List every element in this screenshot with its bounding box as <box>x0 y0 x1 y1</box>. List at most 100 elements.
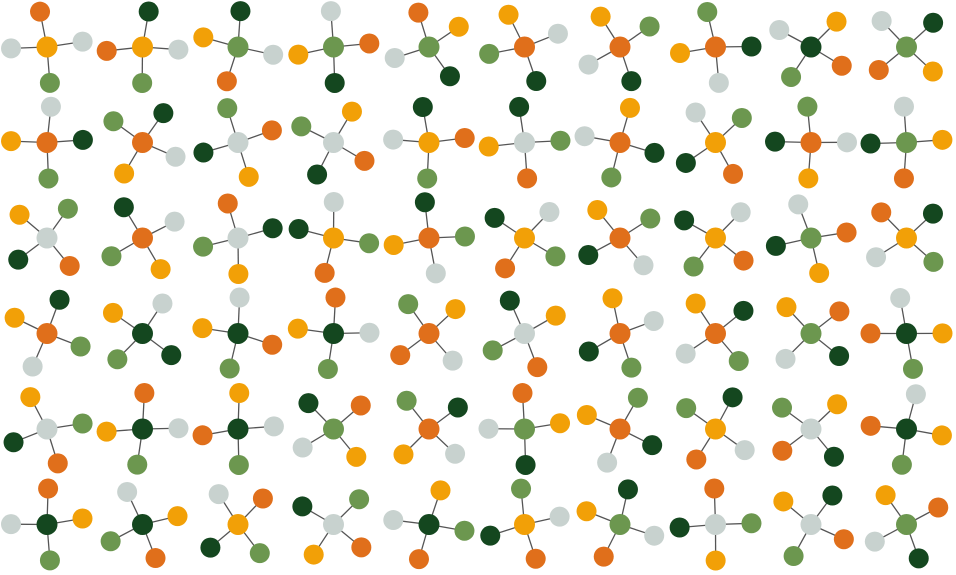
molecule <box>773 485 854 567</box>
atom-gray <box>263 416 284 437</box>
atom-yellow <box>114 163 135 184</box>
molecule <box>287 287 380 380</box>
molecule <box>192 287 283 379</box>
atom-lightGreen <box>783 546 804 567</box>
center-atom-lightGreen <box>800 323 822 344</box>
atom-yellow <box>9 204 30 225</box>
atom-gray <box>208 484 229 505</box>
molecule <box>676 387 755 470</box>
center-atom-darkGreen <box>896 418 917 440</box>
molecule <box>864 485 949 569</box>
atom-yellow <box>229 383 250 404</box>
atom-lightGreen <box>454 520 475 541</box>
atom-lightGreen <box>417 168 438 189</box>
molecule <box>192 383 284 475</box>
atom-darkGreen <box>113 197 134 218</box>
atom-yellow <box>576 405 597 426</box>
atom-darkGreen <box>923 12 944 33</box>
atom-orange <box>723 163 744 184</box>
center-atom-lightGreen <box>896 36 917 58</box>
atom-yellow <box>192 318 213 339</box>
atom-gray <box>229 287 250 308</box>
center-atom-yellow <box>896 227 917 249</box>
atom-lightGreen <box>902 358 923 379</box>
center-atom-orange <box>36 323 58 344</box>
center-atom-orange <box>132 132 153 153</box>
molecule <box>769 11 852 87</box>
atom-lightGreen <box>639 16 660 37</box>
atom-orange <box>517 168 538 189</box>
atom-darkGreen <box>298 393 319 414</box>
atom-gray <box>643 310 664 331</box>
atom-darkGreen <box>642 435 663 456</box>
atom-lightGreen <box>772 397 793 418</box>
molecule <box>393 390 468 465</box>
atom-yellow <box>809 263 830 284</box>
atom-gray <box>445 443 466 464</box>
atom-gray <box>165 146 186 167</box>
molecule <box>670 1 762 93</box>
atom-gray <box>383 129 404 150</box>
atom-gray <box>323 192 344 213</box>
atom-darkGreen <box>644 142 665 163</box>
atom-yellow <box>576 501 597 522</box>
molecule <box>669 478 762 571</box>
atom-darkGreen <box>722 387 743 408</box>
molecule <box>383 97 475 189</box>
atom-darkGreen <box>193 142 214 163</box>
atom-lightGreen <box>676 398 697 419</box>
atom-lightGreen <box>396 390 417 411</box>
atom-darkGreen <box>447 397 468 418</box>
molecule <box>478 383 571 475</box>
atom-lightGreen <box>249 543 270 564</box>
molecule <box>478 96 571 189</box>
atom-yellow <box>776 297 797 318</box>
center-atom-yellow <box>323 227 344 249</box>
molecule <box>574 97 665 188</box>
molecule <box>675 293 754 371</box>
center-atom-gray <box>705 514 726 535</box>
atom-gray <box>644 525 665 546</box>
molecule <box>8 198 80 276</box>
center-atom-orange <box>800 132 822 153</box>
molecule <box>860 384 952 475</box>
atom-lightGreen <box>891 454 912 475</box>
atom-yellow <box>602 288 623 309</box>
center-atom-lightGreen <box>896 132 917 153</box>
atom-orange <box>686 449 707 470</box>
atom-darkGreen <box>324 72 345 93</box>
center-atom-lightGreen <box>896 514 917 535</box>
atom-yellow <box>20 387 41 408</box>
atom-lightGreen <box>291 116 312 137</box>
center-atom-orange <box>132 227 153 249</box>
atom-yellow <box>670 43 691 64</box>
atom-darkGreen <box>860 133 881 154</box>
molecule <box>1 478 93 571</box>
atom-orange <box>860 415 881 436</box>
atom-yellow <box>827 394 848 415</box>
molecule <box>100 481 188 569</box>
atom-orange <box>408 2 429 23</box>
atom-yellow <box>498 4 519 25</box>
center-atom-orange <box>418 418 440 440</box>
center-atom-yellow <box>132 36 153 58</box>
atom-darkGreen <box>578 341 599 362</box>
atom-lightGreen <box>219 358 240 379</box>
atom-gray <box>836 132 857 153</box>
atom-darkGreen <box>288 219 309 240</box>
molecule <box>866 202 944 272</box>
molecule <box>292 393 371 467</box>
molecule <box>772 394 848 467</box>
atom-gray <box>866 247 887 268</box>
atom-lightGreen <box>57 198 78 219</box>
molecule <box>576 479 665 567</box>
atom-yellow <box>193 27 214 48</box>
atom-darkGreen <box>823 446 844 467</box>
center-atom-darkGreen <box>418 514 440 535</box>
molecule <box>96 383 189 475</box>
center-atom-lightGreen <box>323 36 344 58</box>
atom-orange <box>512 383 533 404</box>
molecule <box>765 194 857 284</box>
atom-darkGreen <box>617 479 638 500</box>
